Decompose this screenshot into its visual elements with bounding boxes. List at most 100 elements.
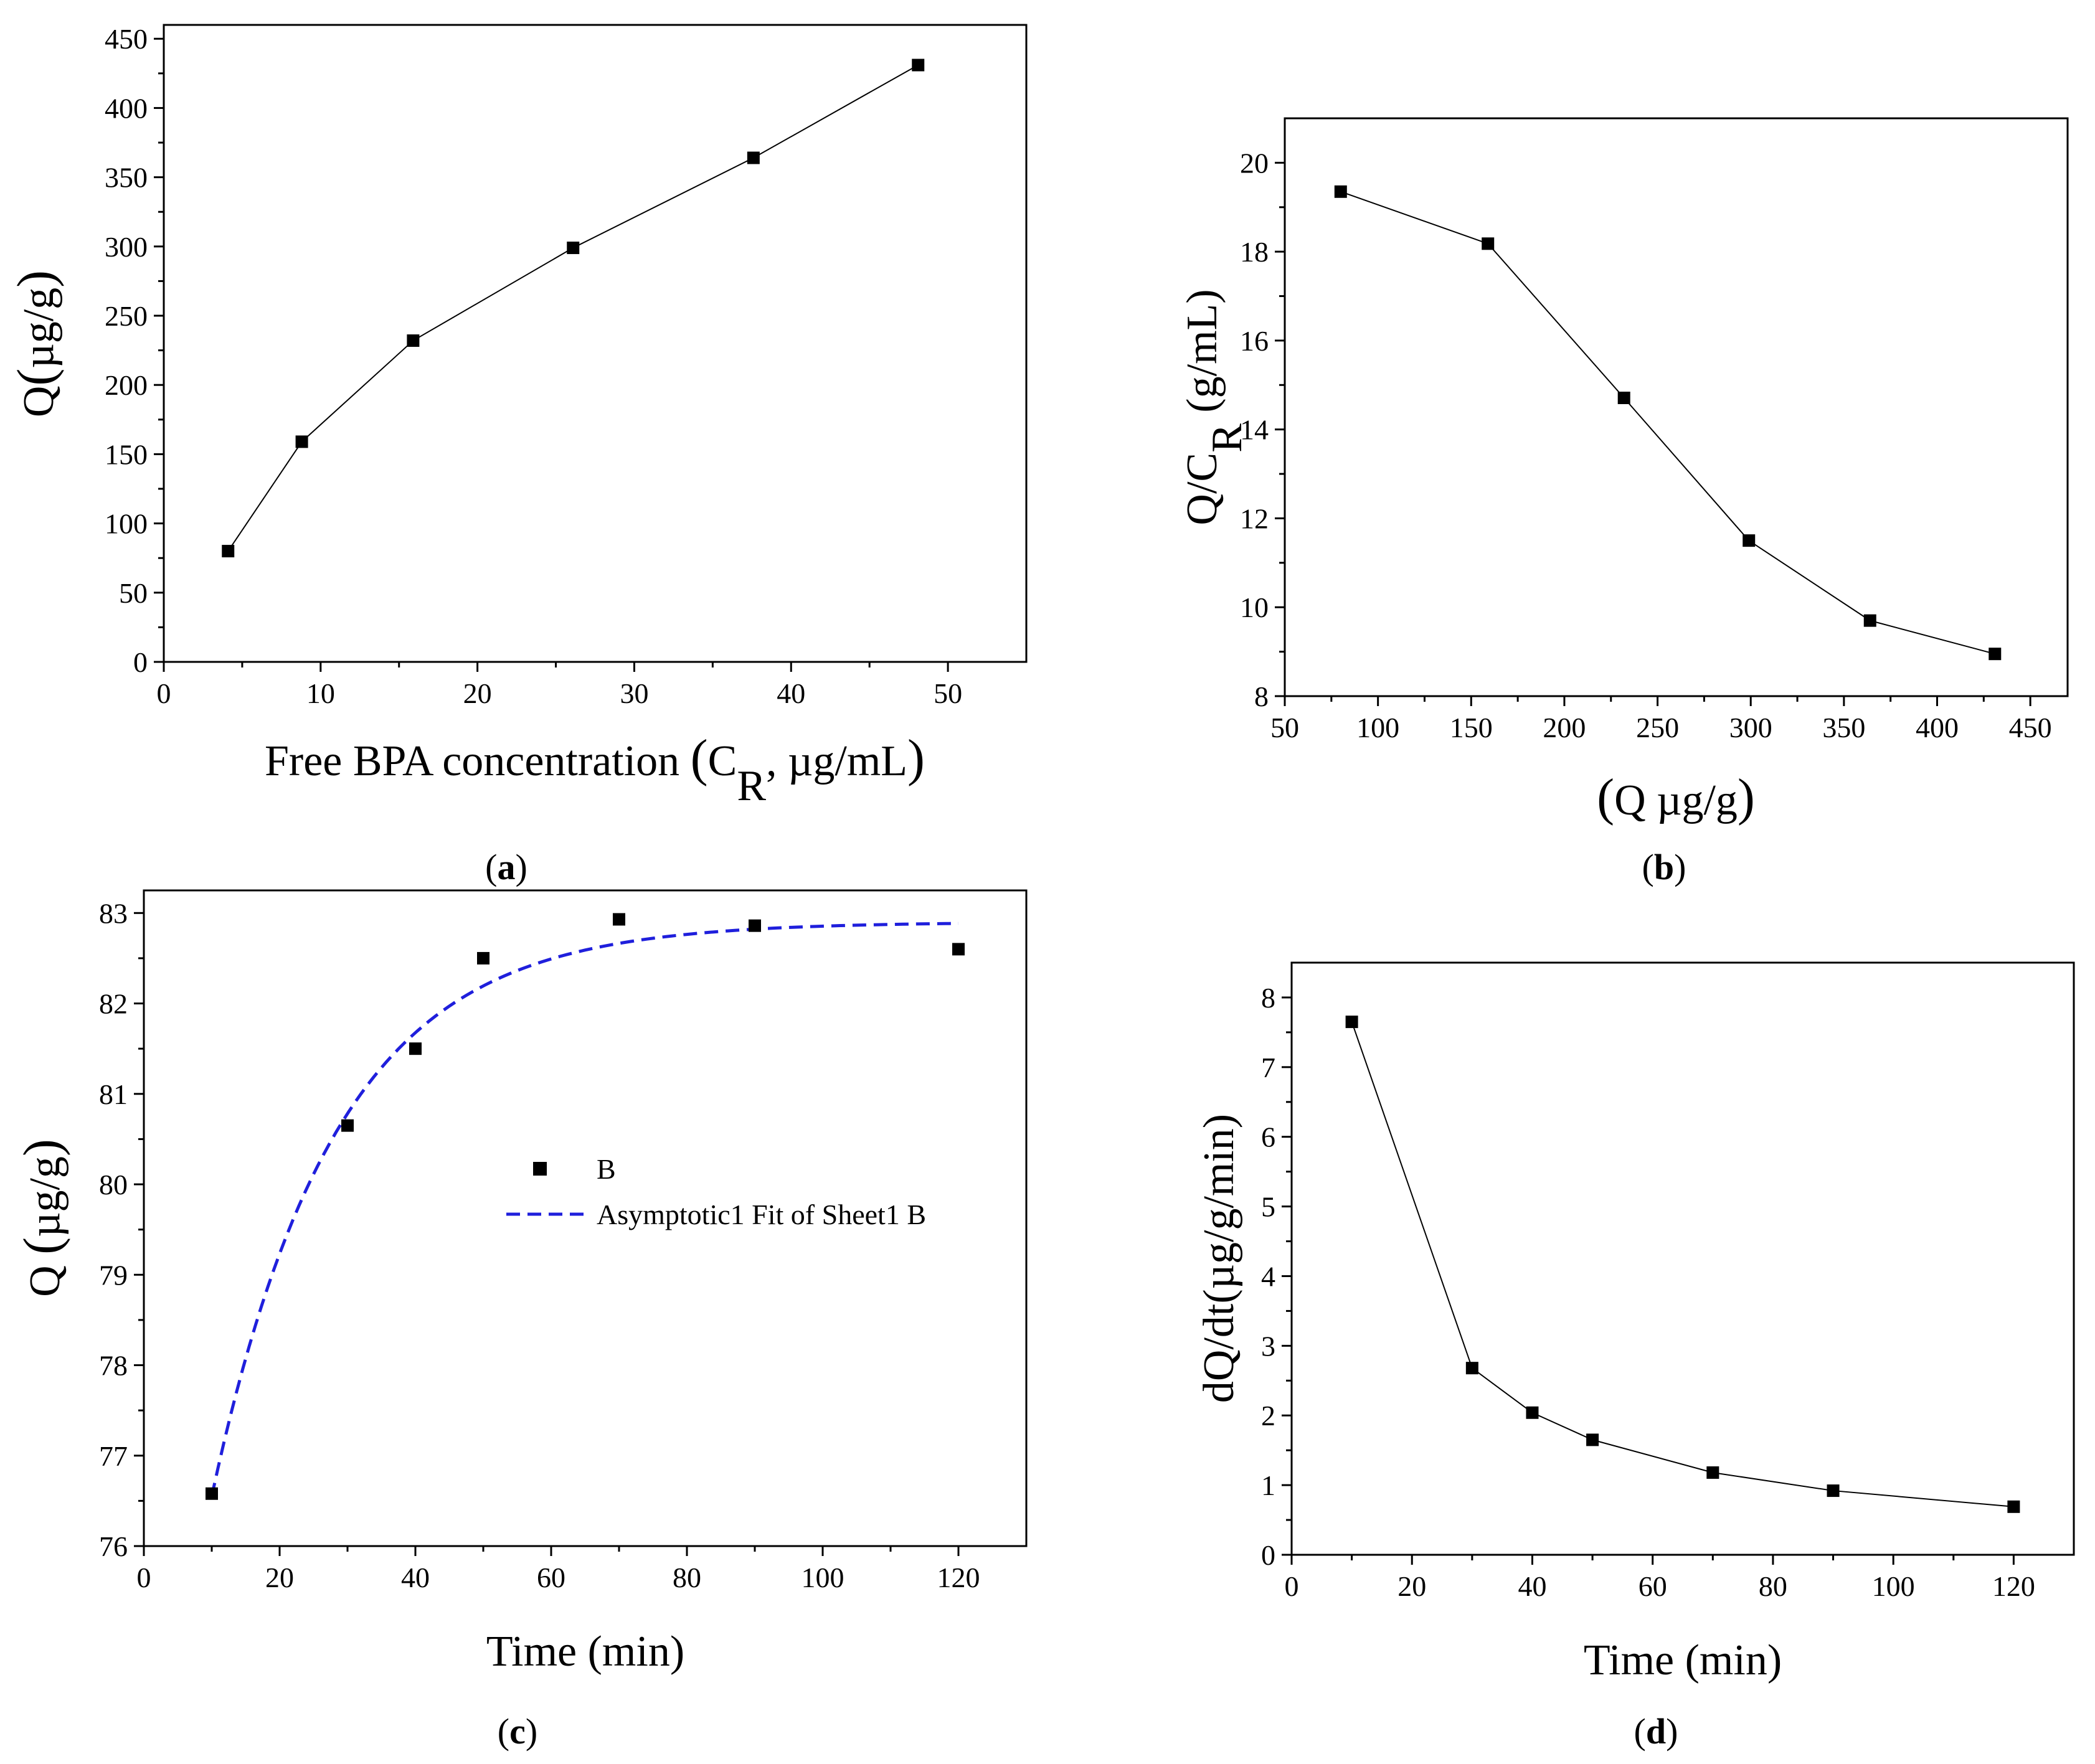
- y-axis-title-post: (g/mL): [1178, 289, 1226, 423]
- plot-frame-c: [143, 889, 1028, 1547]
- y-axis-title-base: Q: [21, 1255, 69, 1297]
- x-tick-label: 350: [1822, 712, 1865, 743]
- x-tick-label: 30: [620, 677, 648, 709]
- data-point-2: [409, 1042, 422, 1055]
- x-tick-label: 0: [1285, 1570, 1299, 1602]
- y-axis-title-paren: ): [13, 1139, 71, 1156]
- y-tick-label: 300: [105, 231, 148, 263]
- data-point-1: [1482, 237, 1495, 250]
- y-tick-label: 77: [99, 1440, 128, 1472]
- y-tick-label: 81: [99, 1078, 128, 1110]
- x-tick-label: 80: [1759, 1570, 1787, 1602]
- data-point-1: [341, 1119, 354, 1132]
- x-axis-title-text: Time (min): [1584, 1636, 1782, 1684]
- y-tick-label: 18: [1240, 236, 1269, 268]
- y-tick-label: 0: [133, 646, 148, 678]
- y-tick-label: 80: [99, 1169, 128, 1200]
- panel-label-letter: a: [498, 847, 516, 887]
- data-point-1: [1465, 1362, 1478, 1375]
- x-tick-label: 250: [1636, 712, 1679, 743]
- y-tick-label: 400: [105, 92, 148, 124]
- y-tick-label: 450: [105, 23, 148, 55]
- panel-label-paren: (: [1634, 1711, 1646, 1752]
- plot-frame-b: [1284, 117, 2069, 697]
- data-point-5: [1989, 648, 2002, 661]
- x-tick-label: 450: [2009, 712, 2052, 743]
- x-tick-label: 200: [1543, 712, 1586, 743]
- y-tick-label: 20: [1240, 147, 1269, 179]
- x-tick-label: 150: [1450, 712, 1493, 743]
- x-tick-label: 40: [401, 1562, 430, 1593]
- data-point-4: [1863, 614, 1876, 627]
- y-axis-title-base: C: [1178, 453, 1226, 482]
- y-axis-title-inner: µg/g: [15, 288, 63, 369]
- x-axis-title-paren: (: [1597, 768, 1614, 826]
- chart-panel-d: 0 20 40 60 80 100 120 0 1 2 3 4 5 6 7 8 Time (min) dQ/dt(…: [1195, 961, 2075, 1752]
- x-tick-label: 0: [137, 1562, 151, 1593]
- chart-panel-b: 50 100 150 200 250 300 350 400 450 8 10 12 14 16 18 20 (…: [1178, 117, 2069, 887]
- data-point-5: [912, 59, 925, 72]
- y-tick-label: 2: [1261, 1400, 1275, 1431]
- y-tick-label: 150: [105, 438, 148, 470]
- plot-frame-d: [1290, 961, 2075, 1556]
- y-tick-label: 82: [99, 988, 128, 1020]
- x-axis-title-subscript: R: [737, 762, 766, 810]
- data-point-2: [1526, 1406, 1539, 1419]
- fit-curve: [210, 922, 959, 1497]
- y-tick-label: 16: [1240, 325, 1269, 357]
- y-tick-label: 50: [119, 577, 148, 609]
- x-tick-label: 120: [937, 1562, 980, 1593]
- x-tick-label: 20: [1397, 1570, 1426, 1602]
- legend-marker-b: [533, 1162, 547, 1176]
- x-axis-title-text: Time (min): [486, 1628, 684, 1676]
- x-tick-label: 80: [673, 1562, 701, 1593]
- y-tick-label: 8: [1261, 982, 1275, 1014]
- panel-label-paren: ): [516, 847, 527, 887]
- y-axis-title-paren: ): [7, 270, 65, 288]
- y-tick-label: 7: [1261, 1052, 1275, 1083]
- y-tick-label: 8: [1254, 681, 1269, 712]
- y-tick-label: 200: [105, 369, 148, 401]
- y-axis-title-base: Q: [15, 386, 63, 418]
- panel-label-c: (c): [498, 1711, 537, 1752]
- y-tick-label: 14: [1240, 414, 1269, 446]
- panel-label-b: (b): [1642, 847, 1686, 887]
- data-point-0: [222, 545, 235, 558]
- y-axis-title-paren: (: [7, 369, 65, 386]
- y-axis-title-subscript: R: [1203, 423, 1251, 453]
- chart-panel-c: 0 20 40 60 80 100 120 76 77 78 79 80 81 82 83 B Asymptot…: [13, 889, 1028, 1752]
- x-axis-title-pre: Free BPA concentration: [265, 737, 691, 785]
- x-axis-title-post: , µg/mL: [766, 737, 907, 785]
- x-axis-title-paren: ): [907, 729, 925, 787]
- panel-label-letter: d: [1646, 1711, 1666, 1752]
- x-tick-label: 0: [157, 677, 171, 709]
- data-point-3: [477, 951, 489, 965]
- y-axis-title-pre: Q/: [1178, 481, 1226, 526]
- x-tick-label: 120: [1992, 1570, 2035, 1602]
- data-point-4: [747, 151, 760, 164]
- panel-label-paren: (: [498, 1711, 509, 1752]
- y-tick-label: 78: [99, 1350, 128, 1382]
- data-point-2: [1617, 392, 1630, 405]
- data-point-3: [1743, 534, 1756, 547]
- y-axis-title-paren: (: [13, 1237, 71, 1255]
- x-tick-label: 60: [537, 1562, 565, 1593]
- x-tick-label: 40: [1518, 1570, 1546, 1602]
- y-tick-label: 79: [99, 1259, 128, 1291]
- data-point-6: [952, 943, 965, 956]
- y-tick-label: 10: [1240, 592, 1269, 623]
- x-axis-title-paren: (: [691, 729, 708, 787]
- y-tick-label: 3: [1261, 1330, 1275, 1362]
- x-tick-label: 100: [1872, 1570, 1915, 1602]
- panel-label-paren: (: [485, 847, 497, 887]
- x-axis-title-base: Q: [1614, 776, 1657, 824]
- data-point-5: [1827, 1484, 1840, 1498]
- x-tick-label: 20: [463, 677, 492, 709]
- panel-label-a: (a): [485, 847, 527, 887]
- x-axis-title: Time (min): [1584, 1636, 1782, 1684]
- x-axis-title-inner: µg/g: [1657, 776, 1738, 824]
- y-tick-label: 83: [99, 897, 128, 929]
- data-point-0: [206, 1487, 218, 1500]
- panel-label-paren: ): [1674, 847, 1686, 887]
